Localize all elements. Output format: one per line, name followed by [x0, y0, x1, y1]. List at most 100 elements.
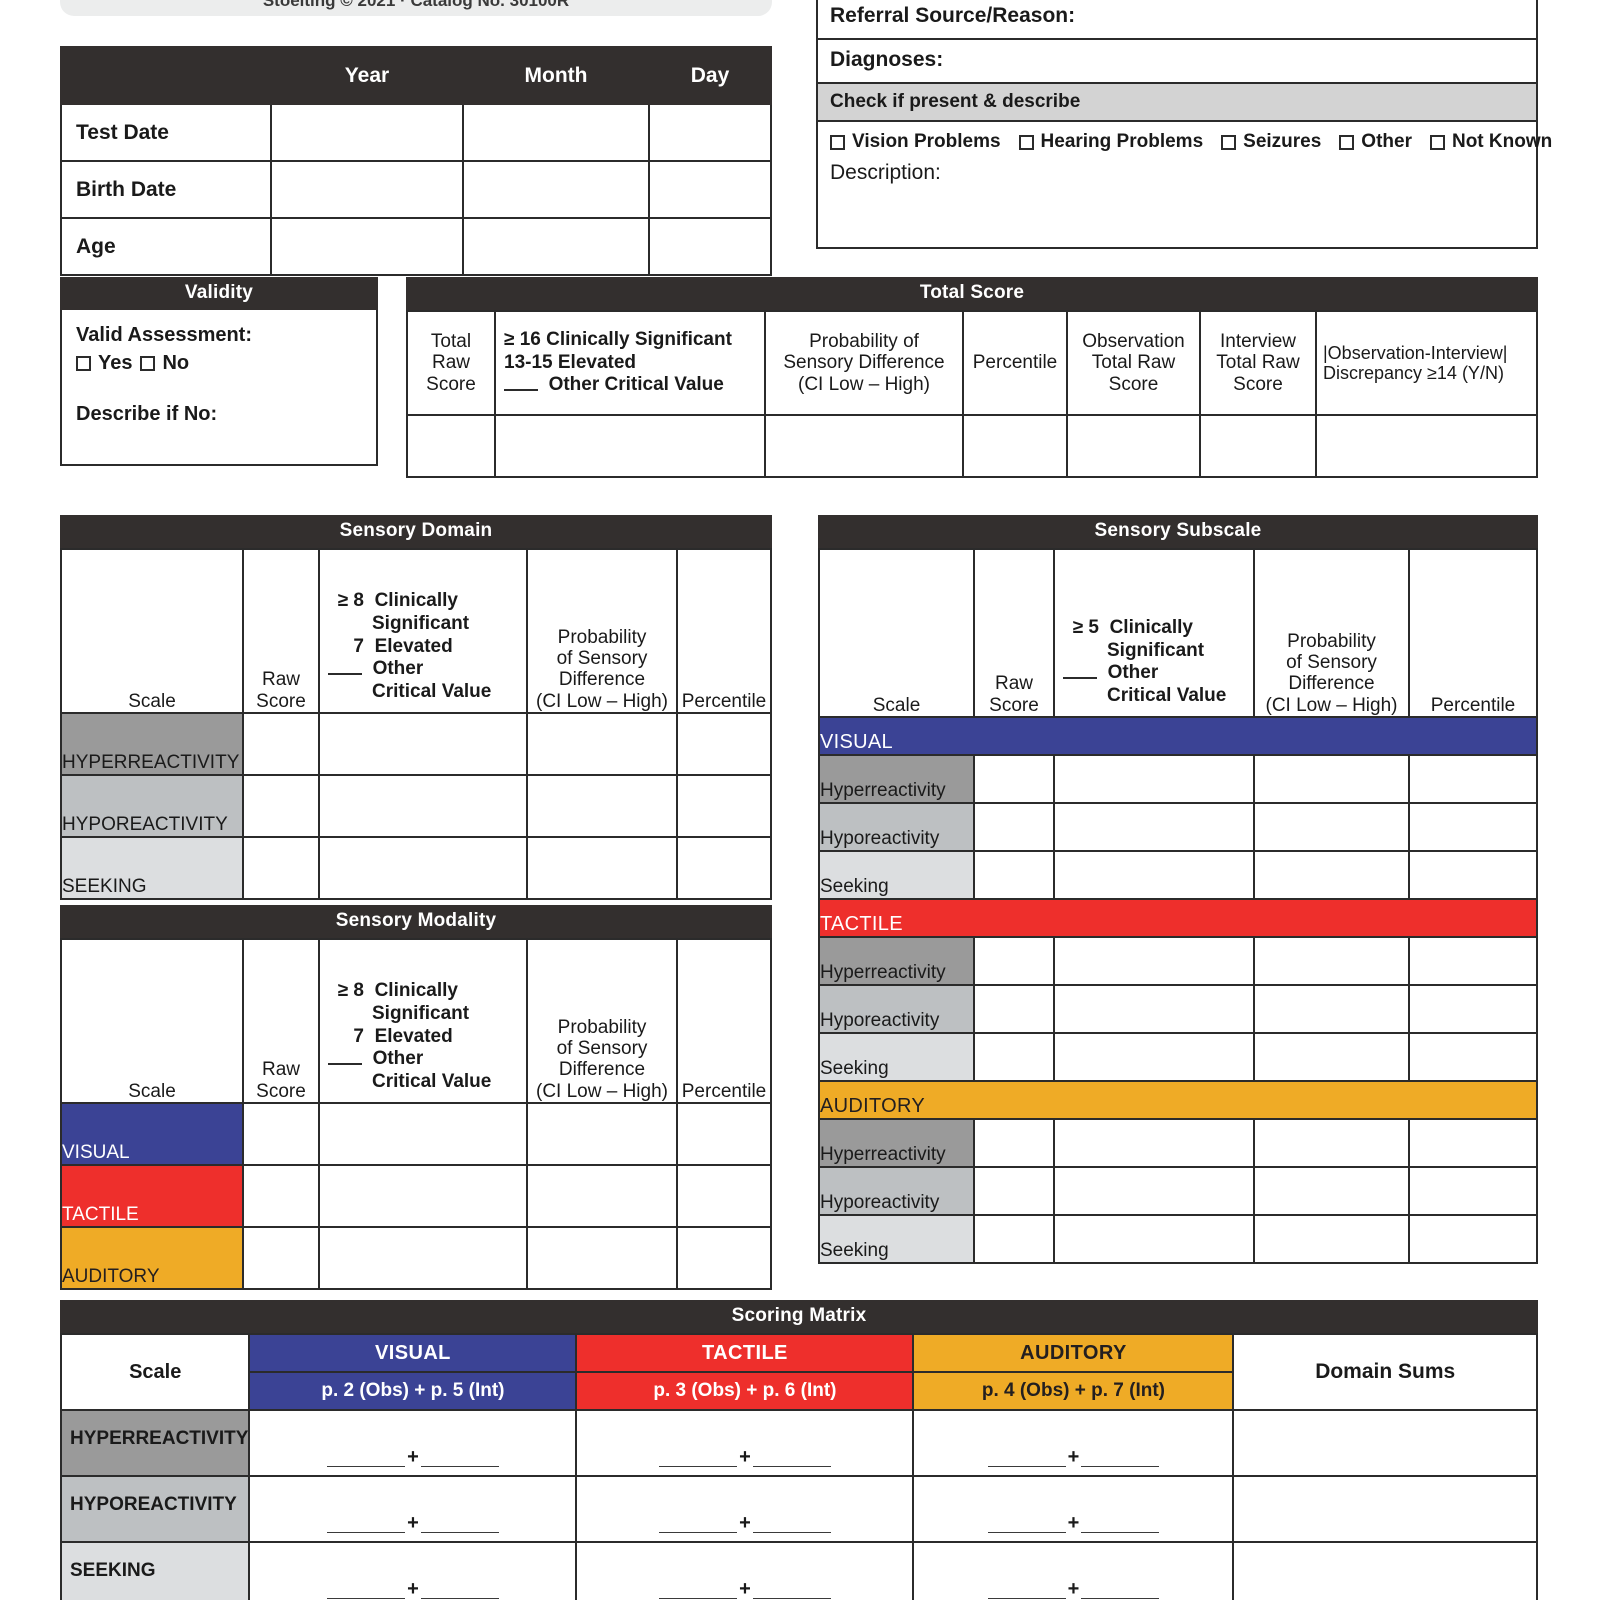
blank-underline[interactable] — [328, 1052, 362, 1066]
input-domain-seeking-raw[interactable] — [242, 836, 320, 900]
blank-underline[interactable] — [659, 1448, 738, 1467]
input-matrix-domain-sum-hypo[interactable] — [1232, 1475, 1538, 1543]
input-matrix-domain-sum-hyper[interactable] — [1232, 1409, 1538, 1477]
input-domain-hypo-probability[interactable] — [526, 774, 678, 838]
blank-underline[interactable] — [752, 1580, 831, 1599]
input-age-month[interactable] — [462, 217, 650, 276]
input-domain-hyper-raw[interactable] — [242, 712, 320, 776]
checkbox-seizures[interactable]: Seizures — [1221, 131, 1321, 153]
blank-underline[interactable] — [1081, 1580, 1160, 1599]
blank-underline[interactable] — [327, 1514, 406, 1533]
input-tactile-hypo-critical[interactable] — [1053, 984, 1255, 1034]
blank-underline[interactable] — [659, 1580, 738, 1599]
input-birth-date-year[interactable] — [270, 160, 464, 219]
input-domain-hypo-critical[interactable] — [318, 774, 528, 838]
checkbox-icon[interactable] — [830, 134, 845, 150]
input-tactile-seeking-percentile[interactable] — [1408, 1032, 1538, 1082]
input-discrepancy[interactable] — [1315, 414, 1538, 478]
describe-if-no-field[interactable]: Describe if No: — [76, 403, 218, 425]
input-interview-total[interactable] — [1199, 414, 1317, 478]
input-tactile-hypo-percentile[interactable] — [1408, 984, 1538, 1034]
input-matrix-visual-seeking[interactable]: + — [248, 1541, 578, 1600]
input-visual-seeking-raw[interactable] — [973, 850, 1055, 900]
input-matrix-auditory-hypo[interactable]: + — [912, 1475, 1235, 1543]
input-modality-auditory-percentile[interactable] — [676, 1226, 772, 1290]
input-matrix-domain-sum-seeking[interactable] — [1232, 1541, 1538, 1600]
checkbox-other[interactable]: Other — [1339, 131, 1412, 153]
input-domain-hyper-critical[interactable] — [318, 712, 528, 776]
input-auditory-hyper-probability[interactable] — [1253, 1118, 1410, 1168]
checkbox-valid-no[interactable]: No — [140, 352, 189, 375]
blank-underline[interactable] — [420, 1514, 499, 1533]
input-total-critical-value[interactable] — [494, 414, 766, 478]
blank-underline[interactable] — [328, 662, 362, 676]
blank-underline[interactable] — [420, 1580, 499, 1599]
input-tactile-hyper-percentile[interactable] — [1408, 936, 1538, 986]
blank-underline[interactable] — [987, 1580, 1066, 1599]
input-modality-visual-critical[interactable] — [318, 1102, 528, 1166]
input-age-day[interactable] — [648, 217, 772, 276]
input-auditory-hyper-critical[interactable] — [1053, 1118, 1255, 1168]
input-visual-hypo-probability[interactable] — [1253, 802, 1410, 852]
input-test-date-year[interactable] — [270, 103, 464, 162]
input-matrix-tactile-seeking[interactable]: + — [575, 1541, 915, 1600]
checkbox-not-known[interactable]: Not Known — [1429, 131, 1552, 153]
input-modality-tactile-raw[interactable] — [242, 1164, 320, 1228]
input-visual-hyper-percentile[interactable] — [1408, 754, 1538, 804]
input-modality-auditory-probability[interactable] — [526, 1226, 678, 1290]
blank-underline[interactable] — [1081, 1514, 1160, 1533]
input-domain-hyper-probability[interactable] — [526, 712, 678, 776]
input-domain-seeking-probability[interactable] — [526, 836, 678, 900]
input-visual-hypo-raw[interactable] — [973, 802, 1055, 852]
input-visual-seeking-percentile[interactable] — [1408, 850, 1538, 900]
input-matrix-tactile-hypo[interactable]: + — [575, 1475, 915, 1543]
input-test-date-month[interactable] — [462, 103, 650, 162]
input-tactile-seeking-critical[interactable] — [1053, 1032, 1255, 1082]
blank-underline[interactable] — [420, 1448, 499, 1467]
input-domain-seeking-percentile[interactable] — [676, 836, 772, 900]
input-total-raw-score[interactable] — [406, 414, 496, 478]
input-birth-date-month[interactable] — [462, 160, 650, 219]
input-matrix-auditory-seeking[interactable]: + — [912, 1541, 1235, 1600]
input-visual-hyper-critical[interactable] — [1053, 754, 1255, 804]
blank-underline[interactable] — [1063, 666, 1097, 680]
blank-underline[interactable] — [752, 1448, 831, 1467]
input-modality-tactile-probability[interactable] — [526, 1164, 678, 1228]
input-visual-seeking-probability[interactable] — [1253, 850, 1410, 900]
input-tactile-hyper-critical[interactable] — [1053, 936, 1255, 986]
input-matrix-visual-hypo[interactable]: + — [248, 1475, 578, 1543]
blank-underline[interactable] — [327, 1448, 406, 1467]
input-tactile-hyper-raw[interactable] — [973, 936, 1055, 986]
input-visual-hypo-critical[interactable] — [1053, 802, 1255, 852]
input-auditory-seeking-percentile[interactable] — [1408, 1214, 1538, 1264]
input-modality-tactile-critical[interactable] — [318, 1164, 528, 1228]
input-auditory-hyper-raw[interactable] — [973, 1118, 1055, 1168]
input-auditory-hypo-raw[interactable] — [973, 1166, 1055, 1216]
input-modality-visual-raw[interactable] — [242, 1102, 320, 1166]
referral-source-field[interactable]: Referral Source/Reason: — [818, 0, 1536, 40]
input-age-year[interactable] — [270, 217, 464, 276]
checkbox-icon[interactable] — [1339, 134, 1355, 150]
blank-underline[interactable] — [1081, 1448, 1160, 1467]
input-auditory-hyper-percentile[interactable] — [1408, 1118, 1538, 1168]
input-auditory-hypo-probability[interactable] — [1253, 1166, 1410, 1216]
checkbox-icon[interactable] — [76, 356, 91, 371]
input-auditory-hypo-critical[interactable] — [1053, 1166, 1255, 1216]
input-tactile-hypo-raw[interactable] — [973, 984, 1055, 1034]
input-modality-auditory-raw[interactable] — [242, 1226, 320, 1290]
checkbox-hearing-problems[interactable]: Hearing Problems — [1018, 131, 1203, 153]
checkbox-icon[interactable] — [1429, 134, 1445, 150]
input-auditory-hypo-percentile[interactable] — [1408, 1166, 1538, 1216]
input-tactile-hyper-probability[interactable] — [1253, 936, 1410, 986]
description-field[interactable]: Description: — [830, 161, 941, 184]
blank-underline[interactable] — [504, 378, 538, 392]
input-total-probability[interactable] — [764, 414, 964, 478]
checkbox-valid-yes[interactable]: Yes — [76, 352, 132, 375]
input-domain-hyper-percentile[interactable] — [676, 712, 772, 776]
blank-underline[interactable] — [327, 1580, 406, 1599]
blank-underline[interactable] — [752, 1514, 831, 1533]
input-domain-hypo-percentile[interactable] — [676, 774, 772, 838]
input-birth-date-day[interactable] — [648, 160, 772, 219]
checkbox-icon[interactable] — [140, 356, 156, 371]
input-modality-auditory-critical[interactable] — [318, 1226, 528, 1290]
